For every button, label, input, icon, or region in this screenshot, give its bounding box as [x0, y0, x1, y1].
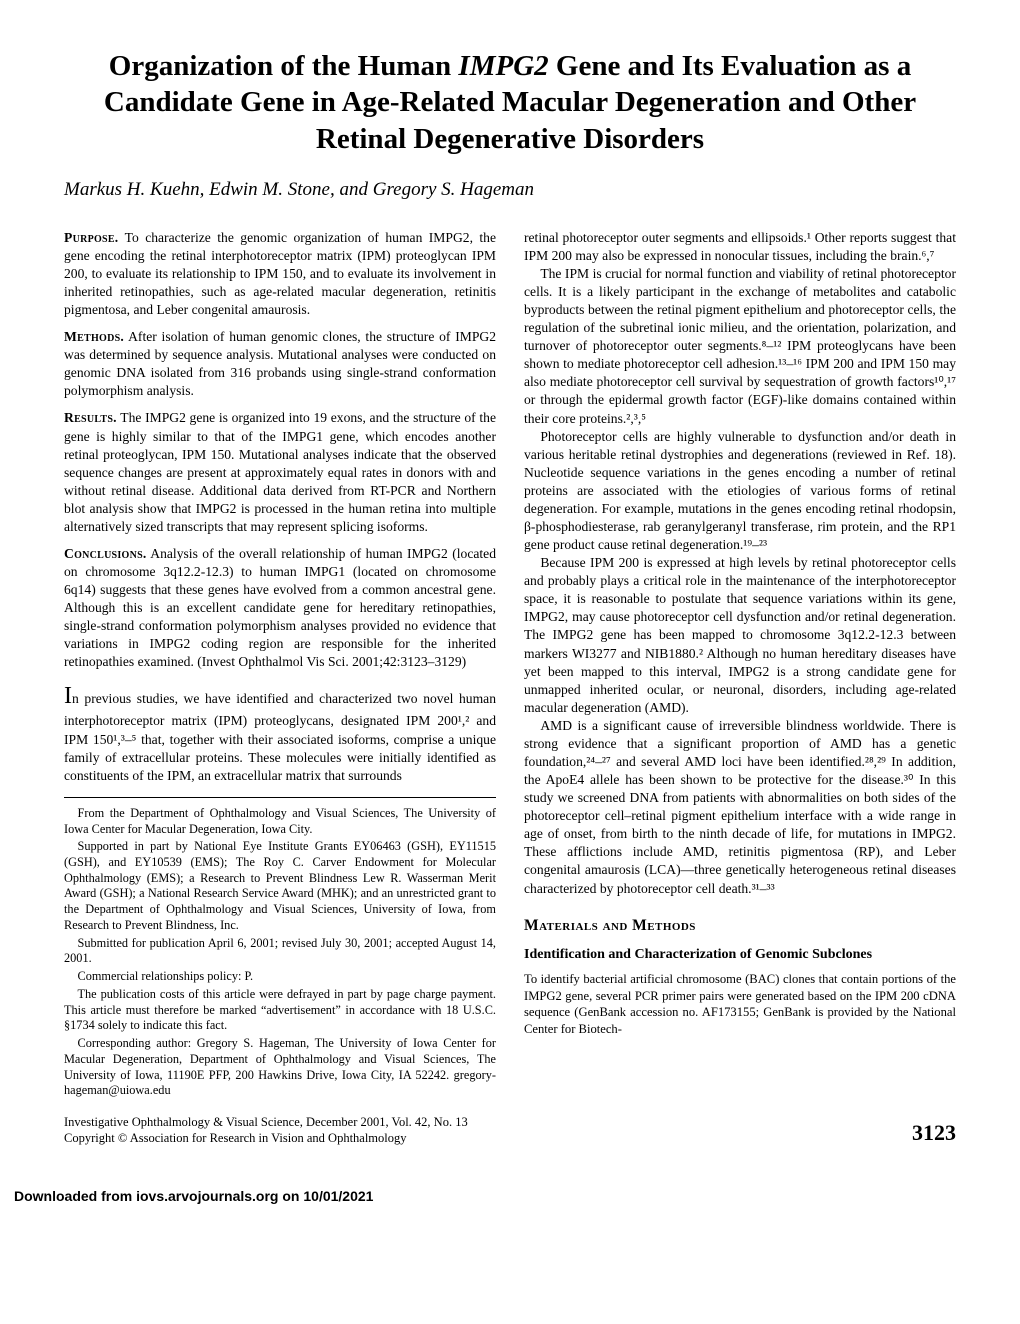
- section-heading-materials: Materials and Methods: [524, 916, 956, 937]
- abstract-methods-head: Methods.: [64, 329, 124, 344]
- intro-paragraph-1: In previous studies, we have identified …: [64, 681, 496, 785]
- abstract-results: Results. The IMPG2 gene is organized int…: [64, 409, 496, 536]
- abstract-purpose: Purpose. To characterize the genomic org…: [64, 229, 496, 319]
- article-title: Organization of the Human IMPG2 Gene and…: [64, 48, 956, 157]
- abstract-conclusions-head: Conclusions.: [64, 546, 147, 561]
- body-paragraph-3: Photoreceptor cells are highly vulnerabl…: [524, 428, 956, 555]
- abstract-methods-text: After isolation of human genomic clones,…: [64, 329, 496, 398]
- two-column-layout: Purpose. To characterize the genomic org…: [64, 229, 956, 1101]
- footer-line-1: Investigative Ophthalmology & Visual Sci…: [64, 1115, 468, 1129]
- authors-line: Markus H. Kuehn, Edwin M. Stone, and Gre…: [64, 179, 956, 201]
- page-footer: Investigative Ophthalmology & Visual Sci…: [64, 1115, 956, 1146]
- footnote-corresponding: Corresponding author: Gregory S. Hageman…: [64, 1036, 496, 1099]
- footnote-commercial: Commercial relationships policy: P.: [64, 969, 496, 985]
- abstract-methods: Methods. After isolation of human genomi…: [64, 328, 496, 400]
- page-number: 3123: [912, 1120, 956, 1146]
- body-paragraph-5: AMD is a significant cause of irreversib…: [524, 717, 956, 898]
- abstract-purpose-head: Purpose.: [64, 230, 118, 245]
- abstract-purpose-text: To characterize the genomic organization…: [64, 230, 496, 317]
- body-paragraph-4: Because IPM 200 is expressed at high lev…: [524, 554, 956, 717]
- footnote-dates: Submitted for publication April 6, 2001;…: [64, 936, 496, 967]
- footnote-affiliation: From the Department of Ophthalmology and…: [64, 806, 496, 837]
- abstract-results-text: The IMPG2 gene is organized into 19 exon…: [64, 410, 496, 533]
- footer-citation: Investigative Ophthalmology & Visual Sci…: [64, 1115, 468, 1146]
- footnote-support: Supported in part by National Eye Instit…: [64, 839, 496, 933]
- footnotes-block: From the Department of Ophthalmology and…: [64, 806, 496, 1099]
- download-watermark: Downloaded from iovs.arvojournals.org on…: [0, 1178, 1020, 1218]
- abstract-results-head: Results.: [64, 410, 117, 425]
- materials-paragraph-1: To identify bacterial artificial chromos…: [524, 971, 956, 1038]
- body-paragraph-1: retinal photoreceptor outer segments and…: [524, 229, 956, 265]
- footnote-separator: [64, 797, 496, 798]
- subsection-heading-identification: Identification and Characterization of G…: [524, 946, 956, 965]
- footer-line-2: Copyright © Association for Research in …: [64, 1131, 407, 1145]
- right-column: retinal photoreceptor outer segments and…: [524, 229, 956, 1101]
- abstract-conclusions-text: Analysis of the overall relationship of …: [64, 546, 496, 669]
- abstract-conclusions: Conclusions. Analysis of the overall rel…: [64, 545, 496, 672]
- page: Organization of the Human IMPG2 Gene and…: [0, 0, 1020, 1178]
- left-column: Purpose. To characterize the genomic org…: [64, 229, 496, 1101]
- footnote-pagecharge: The publication costs of this article we…: [64, 987, 496, 1034]
- body-paragraph-2: The IPM is crucial for normal function a…: [524, 265, 956, 428]
- abstract: Purpose. To characterize the genomic org…: [64, 229, 496, 672]
